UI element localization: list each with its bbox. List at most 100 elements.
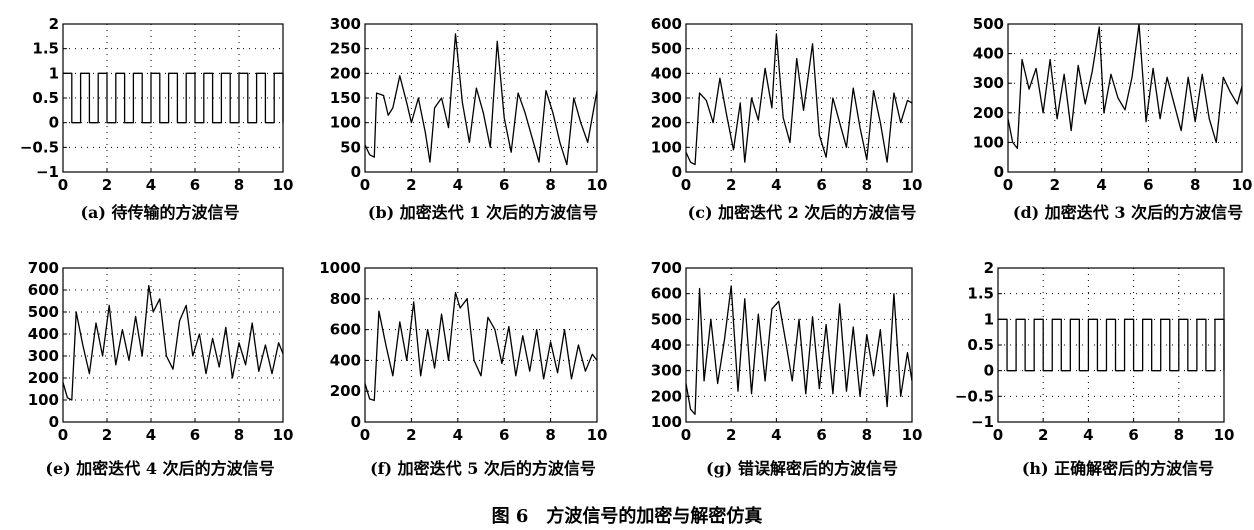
y-tick-label: 2	[49, 15, 59, 33]
panel-caption: (h) 正确解密后的方波信号	[1022, 459, 1214, 478]
x-tick-label: 6	[190, 426, 200, 444]
chart-panel: 0 2 4 6 8 10 −1 −0.5 0 0.5 1 1.5 2 (a) 待传输的方波信号	[20, 15, 294, 222]
x-tick-label: 4	[771, 426, 781, 444]
y-tick-label: 300	[973, 74, 1004, 92]
x-tick-label: 10	[1232, 176, 1253, 194]
x-tick-label: 0	[360, 426, 370, 444]
y-tick-label: −0.5	[955, 387, 994, 405]
y-tick-label: 2	[984, 259, 994, 277]
y-tick-label: 200	[651, 114, 682, 132]
y-tick-label: 400	[330, 351, 361, 369]
x-tick-label: 0	[681, 176, 691, 194]
y-tick-label: 1	[49, 64, 59, 82]
panel-caption: (d) 加密迭代 3 次后的方波信号	[1013, 203, 1243, 222]
panel-caption: (c) 加密迭代 2 次后的方波信号	[688, 203, 917, 222]
y-tick-label: 100	[973, 133, 1004, 151]
figure-caption: 图 6 方波信号的加密与解密仿真	[492, 505, 763, 527]
x-tick-label: 0	[58, 426, 68, 444]
x-tick-label: 6	[190, 176, 200, 194]
x-tick-label: 2	[726, 426, 736, 444]
series-line	[1007, 23, 1243, 149]
x-tick-label: 6	[499, 426, 509, 444]
series-line	[685, 33, 913, 166]
y-tick-label: 800	[330, 290, 361, 308]
x-tick-label: 4	[771, 176, 781, 194]
y-tick-label: 1.5	[967, 285, 994, 303]
x-tick-label: 2	[1050, 176, 1060, 194]
x-tick-label: 6	[499, 176, 509, 194]
x-tick-label: 2	[406, 426, 416, 444]
x-tick-label: 4	[453, 176, 463, 194]
y-tick-label: 0	[49, 413, 59, 431]
x-tick-label: 6	[816, 426, 826, 444]
x-tick-label: 4	[1083, 426, 1093, 444]
plot-frame	[364, 267, 598, 423]
y-tick-label: 100	[651, 138, 682, 156]
y-tick-label: 700	[651, 259, 682, 277]
plot-frame	[62, 267, 284, 423]
x-tick-label: 8	[545, 426, 555, 444]
y-tick-label: 250	[330, 40, 361, 58]
chart-panel: 0 2 4 6 8 10 −1 −0.5 0 0.5 1 1.5 2 (h) 正确解密后的方波信号	[955, 259, 1235, 478]
y-tick-label: 500	[651, 40, 682, 58]
y-tick-label: 500	[28, 303, 59, 321]
series-line	[364, 33, 598, 166]
x-tick-label: 2	[102, 176, 112, 194]
y-tick-label: 100	[330, 114, 361, 132]
y-tick-label: 0	[49, 114, 59, 132]
x-tick-label: 2	[1038, 426, 1048, 444]
x-tick-label: 10	[902, 176, 923, 194]
x-tick-label: 8	[234, 426, 244, 444]
series-line	[62, 284, 284, 401]
y-tick-label: 200	[651, 387, 682, 405]
panel-caption: (a) 待传输的方波信号	[80, 203, 239, 222]
panel-caption: (g) 错误解密后的方波信号	[706, 459, 898, 478]
x-tick-label: 10	[273, 176, 294, 194]
y-tick-label: 600	[651, 15, 682, 33]
x-tick-label: 2	[726, 176, 736, 194]
x-tick-label: 10	[1214, 426, 1235, 444]
x-tick-label: 8	[862, 426, 872, 444]
chart-panel: 0 2 4 6 8 10 0 200 400 600 800 1000 (f) 加密迭代 5 次后的方波…	[319, 259, 607, 478]
x-tick-label: 4	[146, 426, 156, 444]
x-tick-label: 4	[146, 176, 156, 194]
y-tick-label: 500	[973, 15, 1004, 33]
y-tick-label: 400	[651, 336, 682, 354]
x-tick-label: 4	[453, 426, 463, 444]
x-tick-label: 2	[406, 176, 416, 194]
x-tick-label: 8	[1174, 426, 1184, 444]
x-tick-label: 8	[1190, 176, 1200, 194]
y-tick-label: 0	[994, 163, 1004, 181]
y-tick-label: −0.5	[20, 138, 59, 156]
x-tick-label: 2	[102, 426, 112, 444]
y-tick-label: 0	[351, 413, 361, 431]
x-tick-label: 10	[902, 426, 923, 444]
x-tick-label: 8	[545, 176, 555, 194]
y-tick-label: 200	[973, 104, 1004, 122]
y-tick-label: 600	[330, 321, 361, 339]
x-tick-label: 0	[681, 426, 691, 444]
panel-caption: (b) 加密迭代 1 次后的方波信号	[368, 203, 598, 222]
x-tick-label: 10	[273, 426, 294, 444]
x-tick-label: 6	[1143, 176, 1153, 194]
plot-frame	[1007, 23, 1243, 173]
series-line	[364, 291, 598, 402]
y-tick-label: 200	[28, 369, 59, 387]
y-tick-label: 100	[651, 413, 682, 431]
y-tick-label: 150	[330, 89, 361, 107]
y-tick-label: 50	[340, 138, 361, 156]
x-tick-label: 6	[816, 176, 826, 194]
x-tick-label: 10	[587, 176, 608, 194]
series-line	[63, 72, 284, 124]
plot-frame	[62, 23, 284, 173]
x-tick-label: 0	[360, 176, 370, 194]
y-tick-label: 0.5	[32, 89, 59, 107]
x-tick-label: 0	[58, 176, 68, 194]
y-tick-label: 0.5	[967, 336, 994, 354]
y-tick-label: 1.5	[32, 40, 59, 58]
y-tick-label: 0	[351, 163, 361, 181]
y-tick-label: −1	[36, 163, 59, 181]
